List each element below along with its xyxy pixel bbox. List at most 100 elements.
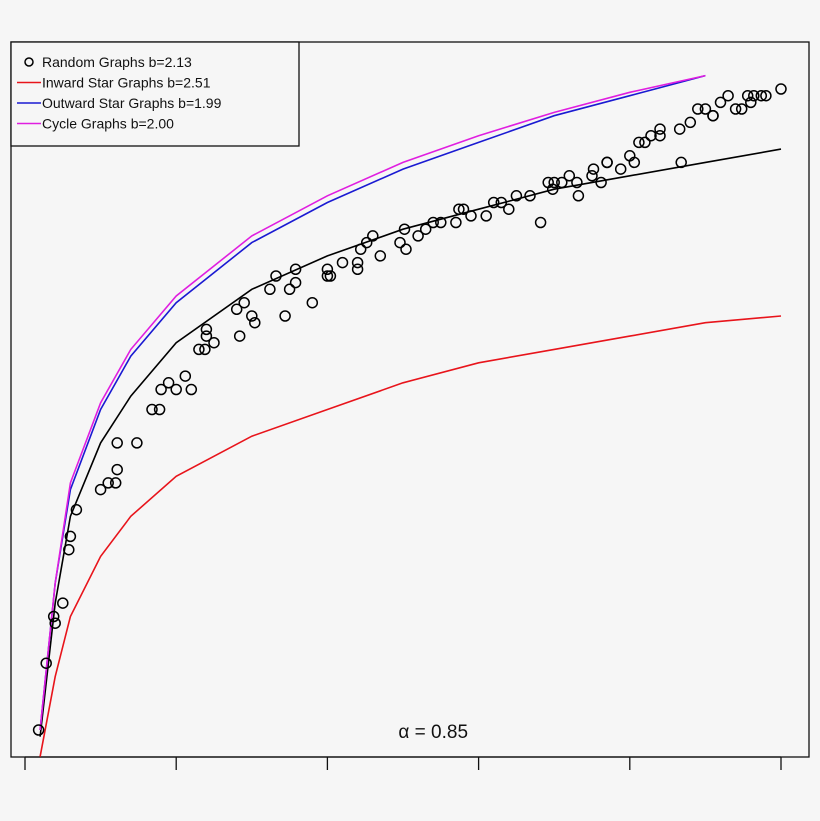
data-point [233,330,246,342]
data-point [745,96,757,109]
data-point [289,263,302,276]
data-point [563,170,576,182]
data-point [587,163,600,175]
data-point [755,89,768,102]
data-point [427,216,439,229]
data-point [279,310,291,322]
data-point [32,724,45,736]
data-point [162,377,175,389]
data-point [692,103,704,115]
data-point [306,296,319,309]
data-point [200,323,213,336]
data-point [595,176,607,189]
data-point [230,303,243,316]
data-point [185,383,198,396]
data-point [741,89,754,102]
data-point [289,276,302,289]
data-point [487,196,500,209]
data-point [153,403,166,416]
data-point [238,296,250,309]
data-point [707,109,719,122]
data-point [131,437,143,449]
data-point [633,136,645,149]
data-point [645,129,657,142]
legend-box [10,41,300,147]
series-points [32,83,787,736]
x-axis [24,756,782,770]
legend-label: Outward Star Graphs b=1.99 [42,95,222,111]
data-point [70,503,83,516]
data-point [270,270,282,282]
data-point [654,129,666,142]
data-point [572,190,585,202]
legend-label: Random Graphs b=2.13 [42,54,192,70]
data-point [450,216,462,229]
data-point [510,190,523,202]
legend: Random Graphs b=2.13 Inward Star Graphs b… [10,41,300,147]
data-point [586,170,598,182]
data-point [398,223,411,235]
data-point [94,483,107,496]
data-point [457,203,470,215]
data-point [419,223,432,235]
data-point [628,156,641,169]
data-point [249,316,261,329]
data-point [524,190,536,202]
data-point [571,176,583,189]
series-line-2 [39,315,782,757]
data-point [400,243,412,256]
data-point [374,250,387,262]
series-line-3 [39,74,706,731]
data-point [480,210,492,222]
data-point [283,283,296,296]
data-point [775,83,787,95]
data-point [179,370,192,382]
data-point [412,230,424,242]
data-point [200,330,213,342]
data-point [170,383,182,396]
plot-frame [10,41,810,758]
data-point [435,216,447,229]
data-point [495,196,508,209]
data-point [729,103,742,115]
data-point [367,230,379,242]
data-point [155,383,167,396]
data-point [102,477,114,489]
series-line-1 [39,148,782,737]
data-point [57,597,69,609]
data-point [748,89,760,102]
data-point [503,203,515,215]
data-point [699,103,712,115]
data-point [336,256,349,269]
data-point [64,530,77,543]
data-point [614,163,627,175]
data-point [714,96,727,109]
legend-label: Cycle Graphs b=2.00 [42,116,174,132]
data-point [321,263,334,276]
data-point [453,203,465,215]
data-point [675,156,687,169]
data-point [546,183,559,195]
data-point [684,116,697,129]
data-point [465,210,477,222]
data-point [109,477,122,489]
alpha-annotation: α = 0.85 [398,722,468,743]
data-point [111,437,123,449]
data-point [246,310,258,322]
data-point [264,283,276,296]
data-point [146,403,158,416]
data-point [193,343,205,356]
legend-label: Inward Star Graphs b=2.51 [42,75,211,91]
data-point [111,463,123,476]
data-point [324,270,337,282]
data-point [321,270,334,282]
data-point [40,657,52,669]
data-point [654,123,666,135]
data-point [394,236,406,249]
data-point [208,336,220,349]
data-point [351,263,364,276]
data-point [760,89,772,102]
series-line-4 [39,74,706,731]
series-lines [39,74,782,757]
